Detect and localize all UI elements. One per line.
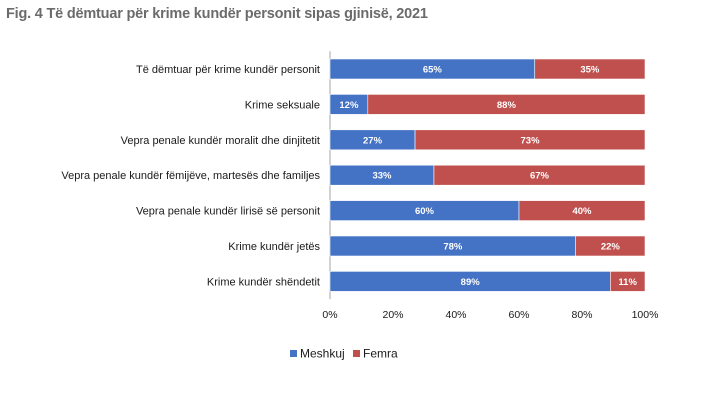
category-label: Vepra penale kundër fëmijëve, martesës d… (61, 170, 320, 182)
legend-label-femra: Femra (363, 347, 398, 361)
data-label: 35% (580, 65, 600, 76)
bar-segment-femra (367, 94, 646, 115)
x-tick-label: 20% (382, 309, 403, 321)
data-label: 88% (497, 100, 517, 111)
data-label: 12% (339, 100, 359, 111)
x-tick-label: 80% (571, 309, 592, 321)
bar-segment-femra (575, 235, 646, 257)
data-label: 22% (601, 242, 621, 253)
category-label: Vepra penale kundër moralit dhe dinjitet… (121, 135, 320, 147)
legend-swatch-femra (353, 350, 360, 357)
category-label: Krime kundër jetës (228, 241, 320, 253)
data-label: 67% (530, 171, 550, 182)
x-tick-label: 100% (632, 309, 659, 321)
data-label: 89% (461, 277, 481, 288)
chart-title: Fig. 4 Të dëmtuar për krime kundër perso… (6, 6, 428, 22)
x-tick-label: 40% (445, 309, 466, 321)
bar-segment-femra (534, 58, 646, 80)
data-label: 73% (521, 135, 541, 146)
category-label: Krime seksuale (245, 99, 320, 111)
category-labels-group: Të dëmtuar për krime kundër personit Krim… (61, 64, 320, 288)
category-label: Krime kundër shëndetit (207, 276, 320, 288)
data-label: 40% (572, 206, 592, 217)
legend: Meshkuj Femra (290, 347, 398, 361)
x-tick-labels-group: 0% 20% 40% 60% 80% 100% (322, 309, 658, 321)
category-label: Të dëmtuar për krime kundër personit (136, 64, 320, 76)
data-label: 60% (415, 206, 435, 217)
legend-label-meshkuj: Meshkuj (300, 347, 345, 361)
category-label: Vepra penale kundër lirisë së personit (136, 206, 320, 218)
bar-segment-femra (433, 164, 646, 186)
x-tick-label: 60% (508, 309, 529, 321)
bars-group: 65% 35% 12% 88% 27% 73% 33% 67% 60% 40% 78% 22% 89% 1… (329, 58, 646, 292)
data-label: 65% (423, 65, 443, 76)
data-label: 11% (618, 277, 637, 288)
data-label: 27% (363, 135, 383, 146)
x-tick-label: 0% (322, 309, 337, 321)
data-label: 33% (372, 171, 392, 182)
legend-swatch-meshkuj (290, 350, 297, 357)
bar-segment-femra (610, 271, 646, 292)
data-label: 78% (443, 242, 463, 253)
bar-segment-femra (414, 129, 646, 151)
bar-segment-femra (518, 200, 646, 221)
